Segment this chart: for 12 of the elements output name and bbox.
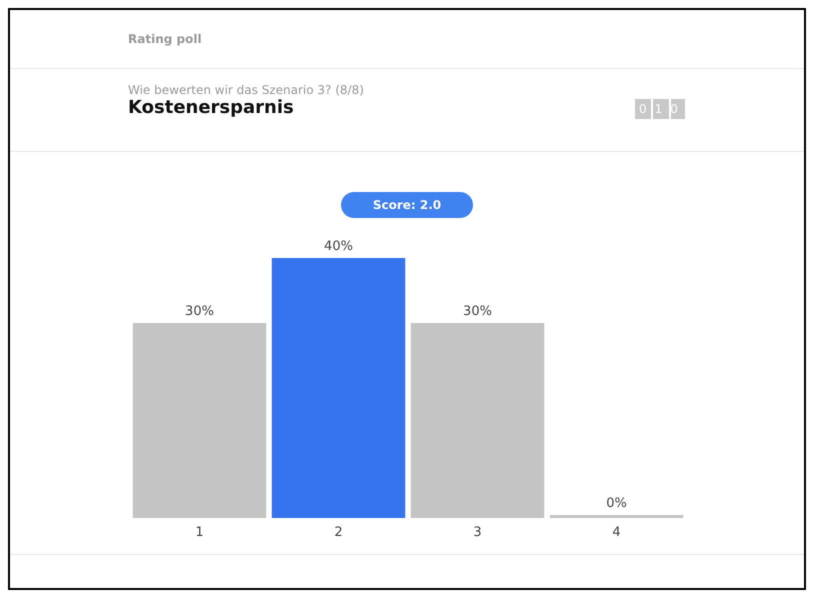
x-tick-label: 4	[612, 525, 621, 540]
data-label: 40%	[324, 239, 353, 254]
score-pill: Score: 2.0	[340, 192, 474, 218]
x-tick-label: 3	[473, 525, 482, 540]
text: Rating poll	[10, 10, 804, 69]
chart-subtitle: Wie bewerten wir das Szenario 3? (8/8)	[128, 83, 365, 97]
data-label: 30%	[185, 304, 214, 319]
chart-title: Kostenersparnis	[128, 97, 294, 118]
data-label: 0%	[606, 496, 627, 511]
data-label: 30%	[463, 304, 492, 319]
x-tick-label: 2	[334, 525, 343, 540]
x-tick-label: 1	[195, 525, 204, 540]
